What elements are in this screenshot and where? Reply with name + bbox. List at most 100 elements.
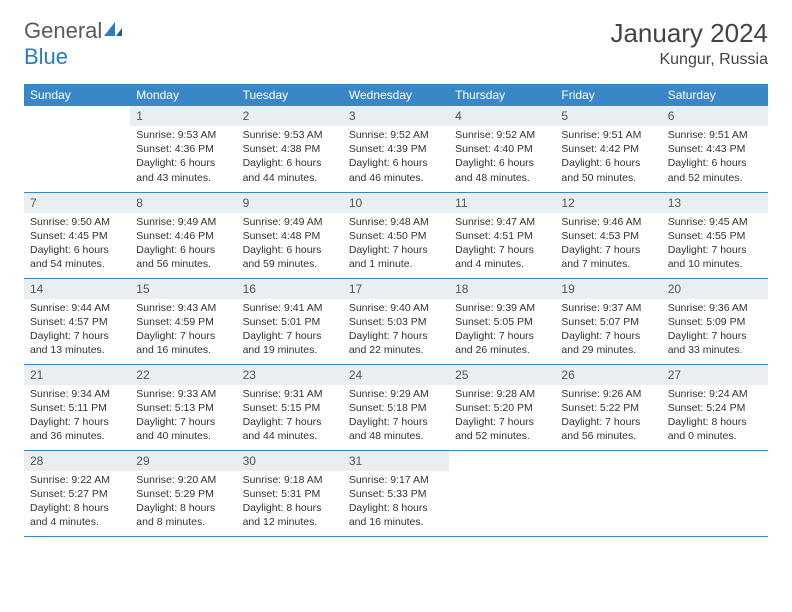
daylight-line: Daylight: 6 hours and 54 minutes.: [30, 244, 109, 270]
day-number: 29: [130, 451, 236, 471]
day-body: Sunrise: 9:44 AM Sunset: 4:57 PM Daylight:…: [24, 299, 130, 362]
calendar-cell: 23Sunrise: 9:31 AMSunset: 5:15 PMDayligh…: [237, 364, 343, 450]
calendar-cell: 19Sunrise: 9:37 AMSunset: 5:07 PMDayligh…: [555, 278, 661, 364]
daylight-line: Daylight: 6 hours and 59 minutes.: [243, 244, 322, 270]
calendar-row: 28Sunrise: 9:22 AMSunset: 5:27 PMDayligh…: [24, 450, 768, 536]
sunrise-line: Sunrise: 9:45 AM: [668, 216, 748, 228]
day-number: 12: [555, 193, 661, 213]
sunset-line: Sunset: 5:33 PM: [349, 488, 427, 500]
day-body: Sunrise: 9:49 AMSunset: 4:46 PMDaylight:…: [130, 213, 236, 276]
sunset-line: Sunset: 5:07 PM: [561, 316, 639, 328]
sunset-line: Sunset: 5:31 PM: [243, 488, 321, 500]
sunset-line: Sunset: 4:57 PM: [30, 316, 108, 328]
day-body: Sunrise: 9:48 AMSunset: 4:50 PMDaylight:…: [343, 213, 449, 276]
day-body: Sunrise: 9:45 AMSunset: 4:55 PMDaylight:…: [662, 213, 768, 276]
daylight-line: Daylight: 6 hours and 56 minutes.: [136, 244, 215, 270]
day-number: 25: [449, 365, 555, 385]
day-number-empty: [449, 451, 555, 471]
logo-text: General Blue: [24, 18, 122, 70]
day-body: Sunrise: 9:20 AMSunset: 5:29 PMDaylight:…: [130, 471, 236, 534]
day-body: Sunrise: 9:37 AMSunset: 5:07 PMDaylight:…: [555, 299, 661, 362]
header: General Blue January 2024 Kungur, Russia: [24, 18, 768, 70]
sunrise-line: Sunrise: 9:46 AM: [561, 216, 641, 228]
day-body: Sunrise: 9:43 AMSunset: 4:59 PMDaylight:…: [130, 299, 236, 362]
day-number: 4: [449, 106, 555, 126]
calendar-row: 1Sunrise: 9:53 AMSunset: 4:36 PMDaylight…: [24, 106, 768, 192]
daylight-line: Daylight: 7 hours and 36 minutes.: [30, 416, 109, 442]
daylight-line: Daylight: 6 hours and 44 minutes.: [243, 157, 322, 183]
sunrise-line: Sunrise: 9:33 AM: [136, 388, 216, 400]
day-number: 6: [662, 106, 768, 126]
sunrise-line: Sunrise: 9:41 AM: [243, 302, 323, 314]
sunrise-line: Sunrise: 9:29 AM: [349, 388, 429, 400]
day-number: 22: [130, 365, 236, 385]
sunset-line: Sunset: 4:38 PM: [243, 143, 321, 155]
calendar-body: 1Sunrise: 9:53 AMSunset: 4:36 PMDaylight…: [24, 106, 768, 536]
day-number: 1: [130, 106, 236, 126]
day-number: 9: [237, 193, 343, 213]
daylight-line: Daylight: 7 hours and 26 minutes.: [455, 330, 534, 356]
calendar-cell: 17Sunrise: 9:40 AMSunset: 5:03 PMDayligh…: [343, 278, 449, 364]
sunrise-line: Sunrise: 9:18 AM: [243, 474, 323, 486]
daylight-line: Daylight: 7 hours and 13 minutes.: [30, 330, 109, 356]
sunset-line: Sunset: 5:11 PM: [30, 402, 107, 414]
calendar-row: 21 Sunrise: 9:34 AM Sunset: 5:11 PM Dayligh…: [24, 364, 768, 450]
calendar-cell: [24, 106, 130, 192]
calendar-cell: 6Sunrise: 9:51 AMSunset: 4:43 PMDaylight…: [662, 106, 768, 192]
calendar-cell: 26Sunrise: 9:26 AMSunset: 5:22 PMDayligh…: [555, 364, 661, 450]
daylight-line: Daylight: 7 hours and 33 minutes.: [668, 330, 747, 356]
daylight-line: Daylight: 7 hours and 4 minutes.: [455, 244, 534, 270]
sunrise-line: Sunrise: 9:40 AM: [349, 302, 429, 314]
sunrise-line: Sunrise: 9:51 AM: [668, 129, 748, 141]
day-number: 24: [343, 365, 449, 385]
day-number: 10: [343, 193, 449, 213]
daylight-line: Daylight: 7 hours and 40 minutes.: [136, 416, 215, 442]
calendar-cell: 3Sunrise: 9:52 AMSunset: 4:39 PMDaylight…: [343, 106, 449, 192]
day-body: Sunrise: 9:51 AMSunset: 4:43 PMDaylight:…: [662, 126, 768, 189]
sunset-line: Sunset: 4:42 PM: [561, 143, 639, 155]
weekday-header: Tuesday: [237, 84, 343, 106]
day-body: Sunrise: 9:26 AMSunset: 5:22 PMDaylight:…: [555, 385, 661, 448]
calendar-cell: 11Sunrise: 9:47 AMSunset: 4:51 PMDayligh…: [449, 192, 555, 278]
sunset-line: Sunset: 5:29 PM: [136, 488, 214, 500]
day-number: 20: [662, 279, 768, 299]
daylight-line: Daylight: 7 hours and 22 minutes.: [349, 330, 428, 356]
calendar-cell: 7Sunrise: 9:50 AMSunset: 4:45 PMDaylight…: [24, 192, 130, 278]
sunset-line: Sunset: 5:22 PM: [561, 402, 639, 414]
calendar-cell: 4Sunrise: 9:52 AMSunset: 4:40 PMDaylight…: [449, 106, 555, 192]
daylight-line: Daylight: 6 hours and 48 minutes.: [455, 157, 534, 183]
daylight-line: Daylight: 7 hours and 1 minute.: [349, 244, 428, 270]
sunset-line: Sunset: 4:46 PM: [136, 230, 214, 242]
logo-general: General: [24, 18, 102, 43]
sunset-line: Sunset: 4:55 PM: [668, 230, 746, 242]
daylight-line: Daylight: 8 hours and 4 minutes.: [30, 502, 109, 528]
day-number: 2: [237, 106, 343, 126]
daylight-line: Daylight: 7 hours and 7 minutes.: [561, 244, 640, 270]
weekday-header: Sunday: [24, 84, 130, 106]
day-number: 11: [449, 193, 555, 213]
sunrise-line: Sunrise: 9:44 AM: [30, 302, 110, 314]
day-number: 30: [237, 451, 343, 471]
day-body: Sunrise: 9:52 AMSunset: 4:39 PMDaylight:…: [343, 126, 449, 189]
logo: General Blue: [24, 18, 122, 70]
sunrise-line: Sunrise: 9:34 AM: [30, 388, 110, 400]
calendar-cell: 27Sunrise: 9:24 AMSunset: 5:24 PMDayligh…: [662, 364, 768, 450]
calendar-cell: 18Sunrise: 9:39 AMSunset: 5:05 PMDayligh…: [449, 278, 555, 364]
daylight-line: Daylight: 6 hours and 46 minutes.: [349, 157, 428, 183]
sunrise-line: Sunrise: 9:51 AM: [561, 129, 641, 141]
sunrise-line: Sunrise: 9:24 AM: [668, 388, 748, 400]
sunset-line: Sunset: 4:59 PM: [136, 316, 214, 328]
day-body: Sunrise: 9:39 AMSunset: 5:05 PMDaylight:…: [449, 299, 555, 362]
day-number: 21: [24, 365, 130, 385]
day-body: Sunrise: 9:28 AMSunset: 5:20 PMDaylight:…: [449, 385, 555, 448]
sunrise-line: Sunrise: 9:49 AM: [243, 216, 323, 228]
day-body: Sunrise: 9:40 AMSunset: 5:03 PMDaylight:…: [343, 299, 449, 362]
calendar-cell: 10Sunrise: 9:48 AMSunset: 4:50 PMDayligh…: [343, 192, 449, 278]
day-body: Sunrise: 9:53 AMSunset: 4:38 PMDaylight:…: [237, 126, 343, 189]
calendar-cell: 2Sunrise: 9:53 AMSunset: 4:38 PMDaylight…: [237, 106, 343, 192]
day-body: Sunrise: 9:49 AMSunset: 4:48 PMDaylight:…: [237, 213, 343, 276]
day-number: 18: [449, 279, 555, 299]
sunset-line: Sunset: 4:36 PM: [136, 143, 214, 155]
day-number-empty: [555, 451, 661, 471]
calendar-cell: 16Sunrise: 9:41 AMSunset: 5:01 PMDayligh…: [237, 278, 343, 364]
